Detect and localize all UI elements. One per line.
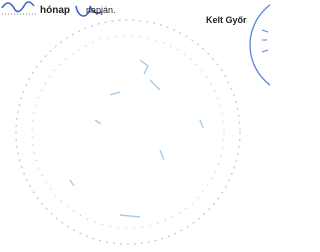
document-fragment: hónap napján. Kelt Győr [0, 0, 270, 247]
day-word: napján. [86, 5, 116, 15]
page: hónap napján. Kelt Győr (() => { const d… [0, 0, 270, 247]
paper [0, 0, 270, 247]
place: Kelt Győr [206, 15, 247, 25]
month-word: hónap [40, 5, 70, 16]
